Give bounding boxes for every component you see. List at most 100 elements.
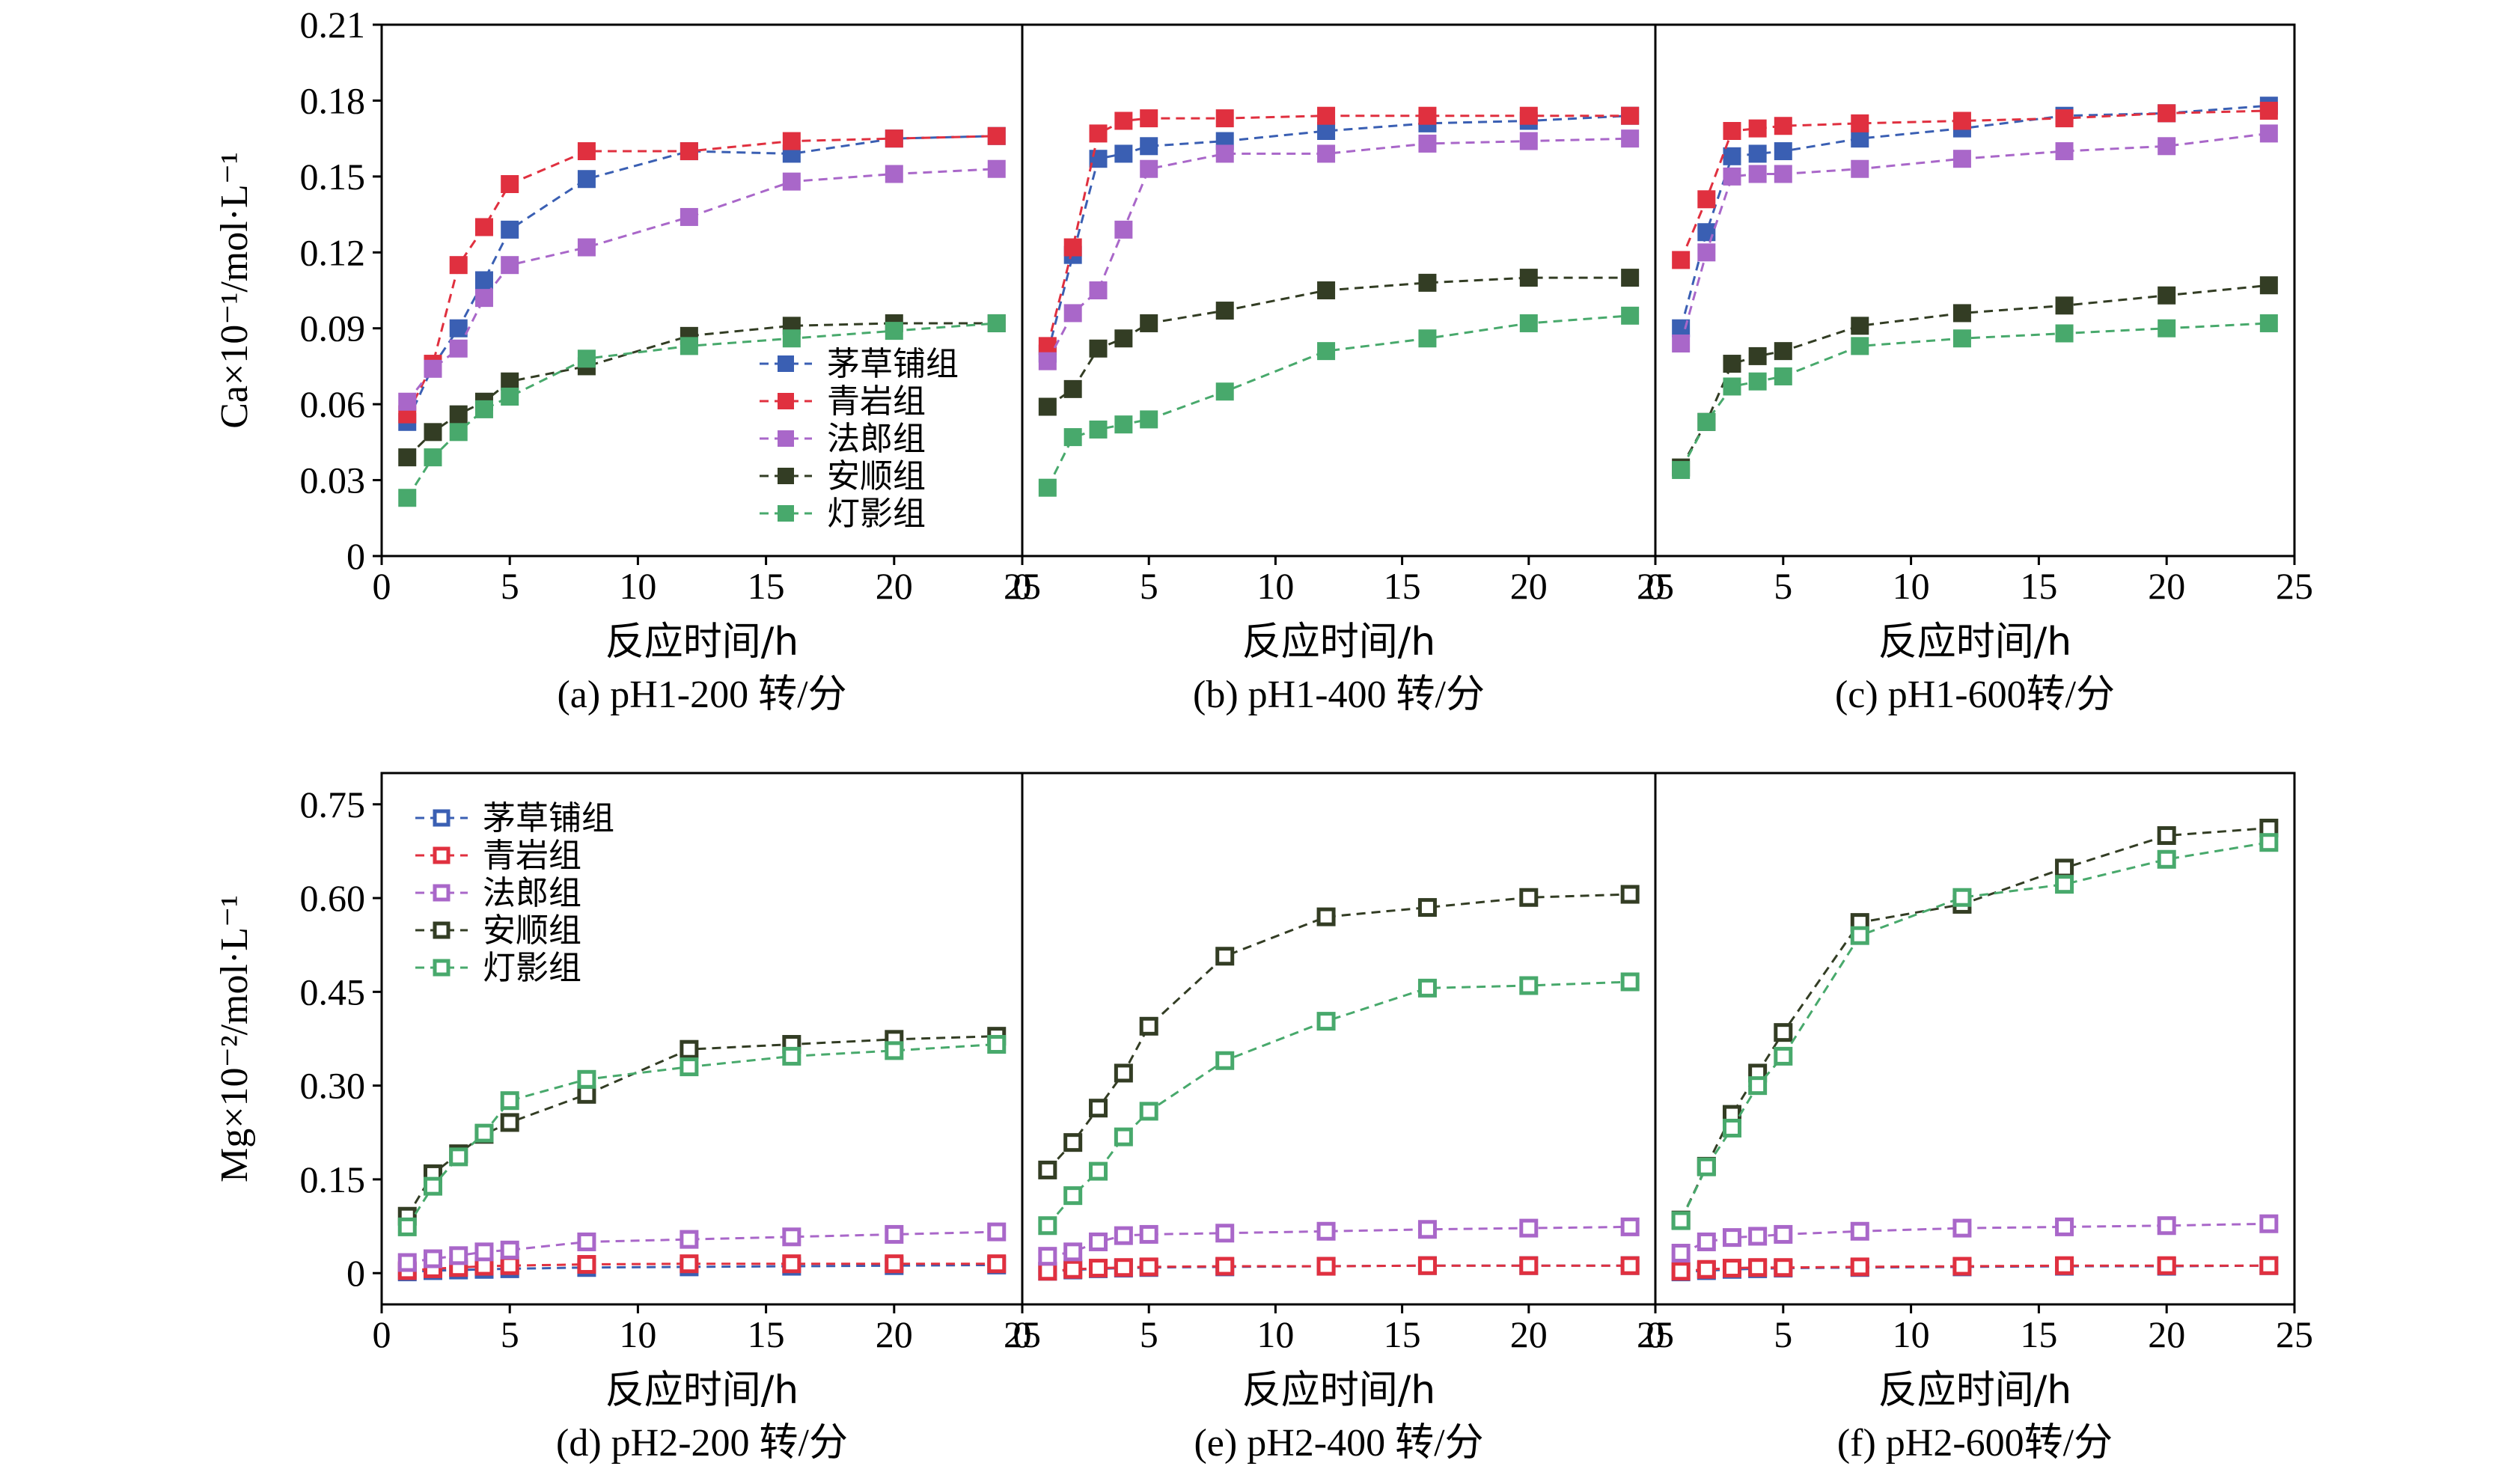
legend-marker: [778, 505, 794, 522]
legend-label: 安顺组: [483, 912, 581, 950]
data-point: [1038, 352, 1057, 370]
panel-caption: (f) pH2-600转/分: [1837, 1422, 2113, 1465]
series-line: [1046, 276, 1631, 408]
x-tick-label: 0: [1646, 1313, 1665, 1355]
x-tick-label: 15: [2020, 1313, 2057, 1355]
x-tick-label: 20: [2148, 565, 2185, 607]
x-tick-label: 25: [2276, 565, 2313, 607]
series-5: [1672, 314, 2278, 480]
data-point: [1316, 907, 1336, 926]
data-point: [2157, 826, 2176, 846]
data-point: [2055, 875, 2074, 894]
data-point: [397, 1217, 417, 1236]
series-3: [1038, 129, 1640, 370]
data-point: [2158, 286, 2176, 305]
panel-caption: (e) pH2-400 转/分: [1194, 1422, 1483, 1465]
data-point: [577, 1084, 596, 1104]
data-point: [2259, 833, 2279, 852]
legend-label: 法郎组: [827, 420, 926, 458]
data-point: [1114, 112, 1133, 130]
data-point: [577, 170, 596, 189]
data-point: [1089, 339, 1108, 358]
data-point: [1089, 281, 1108, 299]
y-tick-label: 0.21: [300, 4, 366, 46]
data-point: [1114, 1226, 1133, 1245]
data-point: [2259, 314, 2278, 332]
data-point: [2259, 101, 2278, 120]
data-point: [680, 207, 698, 226]
data-point: [474, 218, 493, 236]
data-point: [2157, 1216, 2176, 1236]
legend-marker: [778, 468, 794, 484]
data-point: [449, 1147, 468, 1167]
data-point: [501, 388, 519, 406]
data-point: [1774, 165, 1792, 183]
data-point: [1774, 1023, 1793, 1042]
data-point: [1722, 1118, 1741, 1138]
data-point: [1418, 273, 1437, 292]
plot-frame: [1021, 772, 1657, 1306]
data-point: [1215, 1051, 1235, 1070]
x-tick-label: 10: [619, 1313, 656, 1355]
y-axis-label: Mg×10⁻²/mol·L⁻¹: [213, 895, 256, 1182]
data-point: [2157, 1256, 2176, 1275]
legend-marker: [778, 393, 794, 409]
x-tick-label: 25: [1637, 1313, 1674, 1355]
y-tick-label: 0.03: [300, 459, 366, 501]
data-point: [1038, 397, 1057, 416]
data-point: [577, 349, 596, 368]
legend-label: 灯影组: [827, 495, 926, 533]
data-point: [1063, 379, 1082, 398]
x-axis-label: 反应时间/h: [1242, 1368, 1435, 1413]
data-point: [885, 322, 903, 341]
data-point: [1519, 888, 1539, 907]
x-tick-label: 10: [619, 565, 656, 607]
data-point: [1519, 269, 1538, 287]
x-tick-label: 0: [1013, 565, 1032, 607]
data-point: [1215, 302, 1234, 320]
data-point: [1620, 1217, 1640, 1236]
data-point: [782, 1227, 801, 1247]
data-point: [1774, 367, 1792, 385]
data-point: [424, 359, 442, 378]
data-point: [1952, 150, 1971, 168]
data-point: [1697, 412, 1716, 431]
data-point: [1317, 281, 1336, 299]
data-point: [1851, 114, 1869, 132]
data-point: [1952, 1256, 1972, 1276]
data-point: [782, 329, 801, 348]
data-point: [474, 1123, 494, 1143]
data-point: [2259, 1256, 2279, 1275]
data-point: [1140, 314, 1158, 332]
data-point: [1774, 342, 1792, 361]
data-point: [1038, 1216, 1057, 1236]
series-line: [1681, 1264, 2269, 1273]
data-point: [1671, 1211, 1691, 1230]
data-point: [500, 1256, 519, 1275]
data-point: [1063, 304, 1082, 323]
data-point: [449, 423, 468, 442]
x-tick-label: 0: [1646, 565, 1665, 607]
series-5: [1038, 972, 1640, 1236]
series-line: [1047, 1225, 1631, 1258]
data-point: [680, 1230, 699, 1249]
series-line: [407, 1230, 997, 1264]
data-point: [577, 142, 596, 161]
y-tick-label: 0.15: [300, 156, 366, 198]
data-point: [501, 220, 519, 239]
data-point: [885, 1041, 904, 1060]
y-tick-label: 0.15: [300, 1158, 366, 1200]
legend-item: 青岩组: [415, 837, 581, 875]
data-point: [1850, 926, 1869, 945]
data-point: [1038, 1247, 1057, 1266]
data-point: [1114, 220, 1133, 239]
series-4: [1038, 885, 1640, 1179]
data-point: [1774, 142, 1792, 161]
data-point: [987, 159, 1006, 178]
series-line: [406, 1035, 997, 1217]
data-point: [397, 1253, 417, 1272]
data-point: [577, 1232, 596, 1251]
series-line: [1046, 114, 1631, 346]
data-point: [1114, 1127, 1133, 1146]
